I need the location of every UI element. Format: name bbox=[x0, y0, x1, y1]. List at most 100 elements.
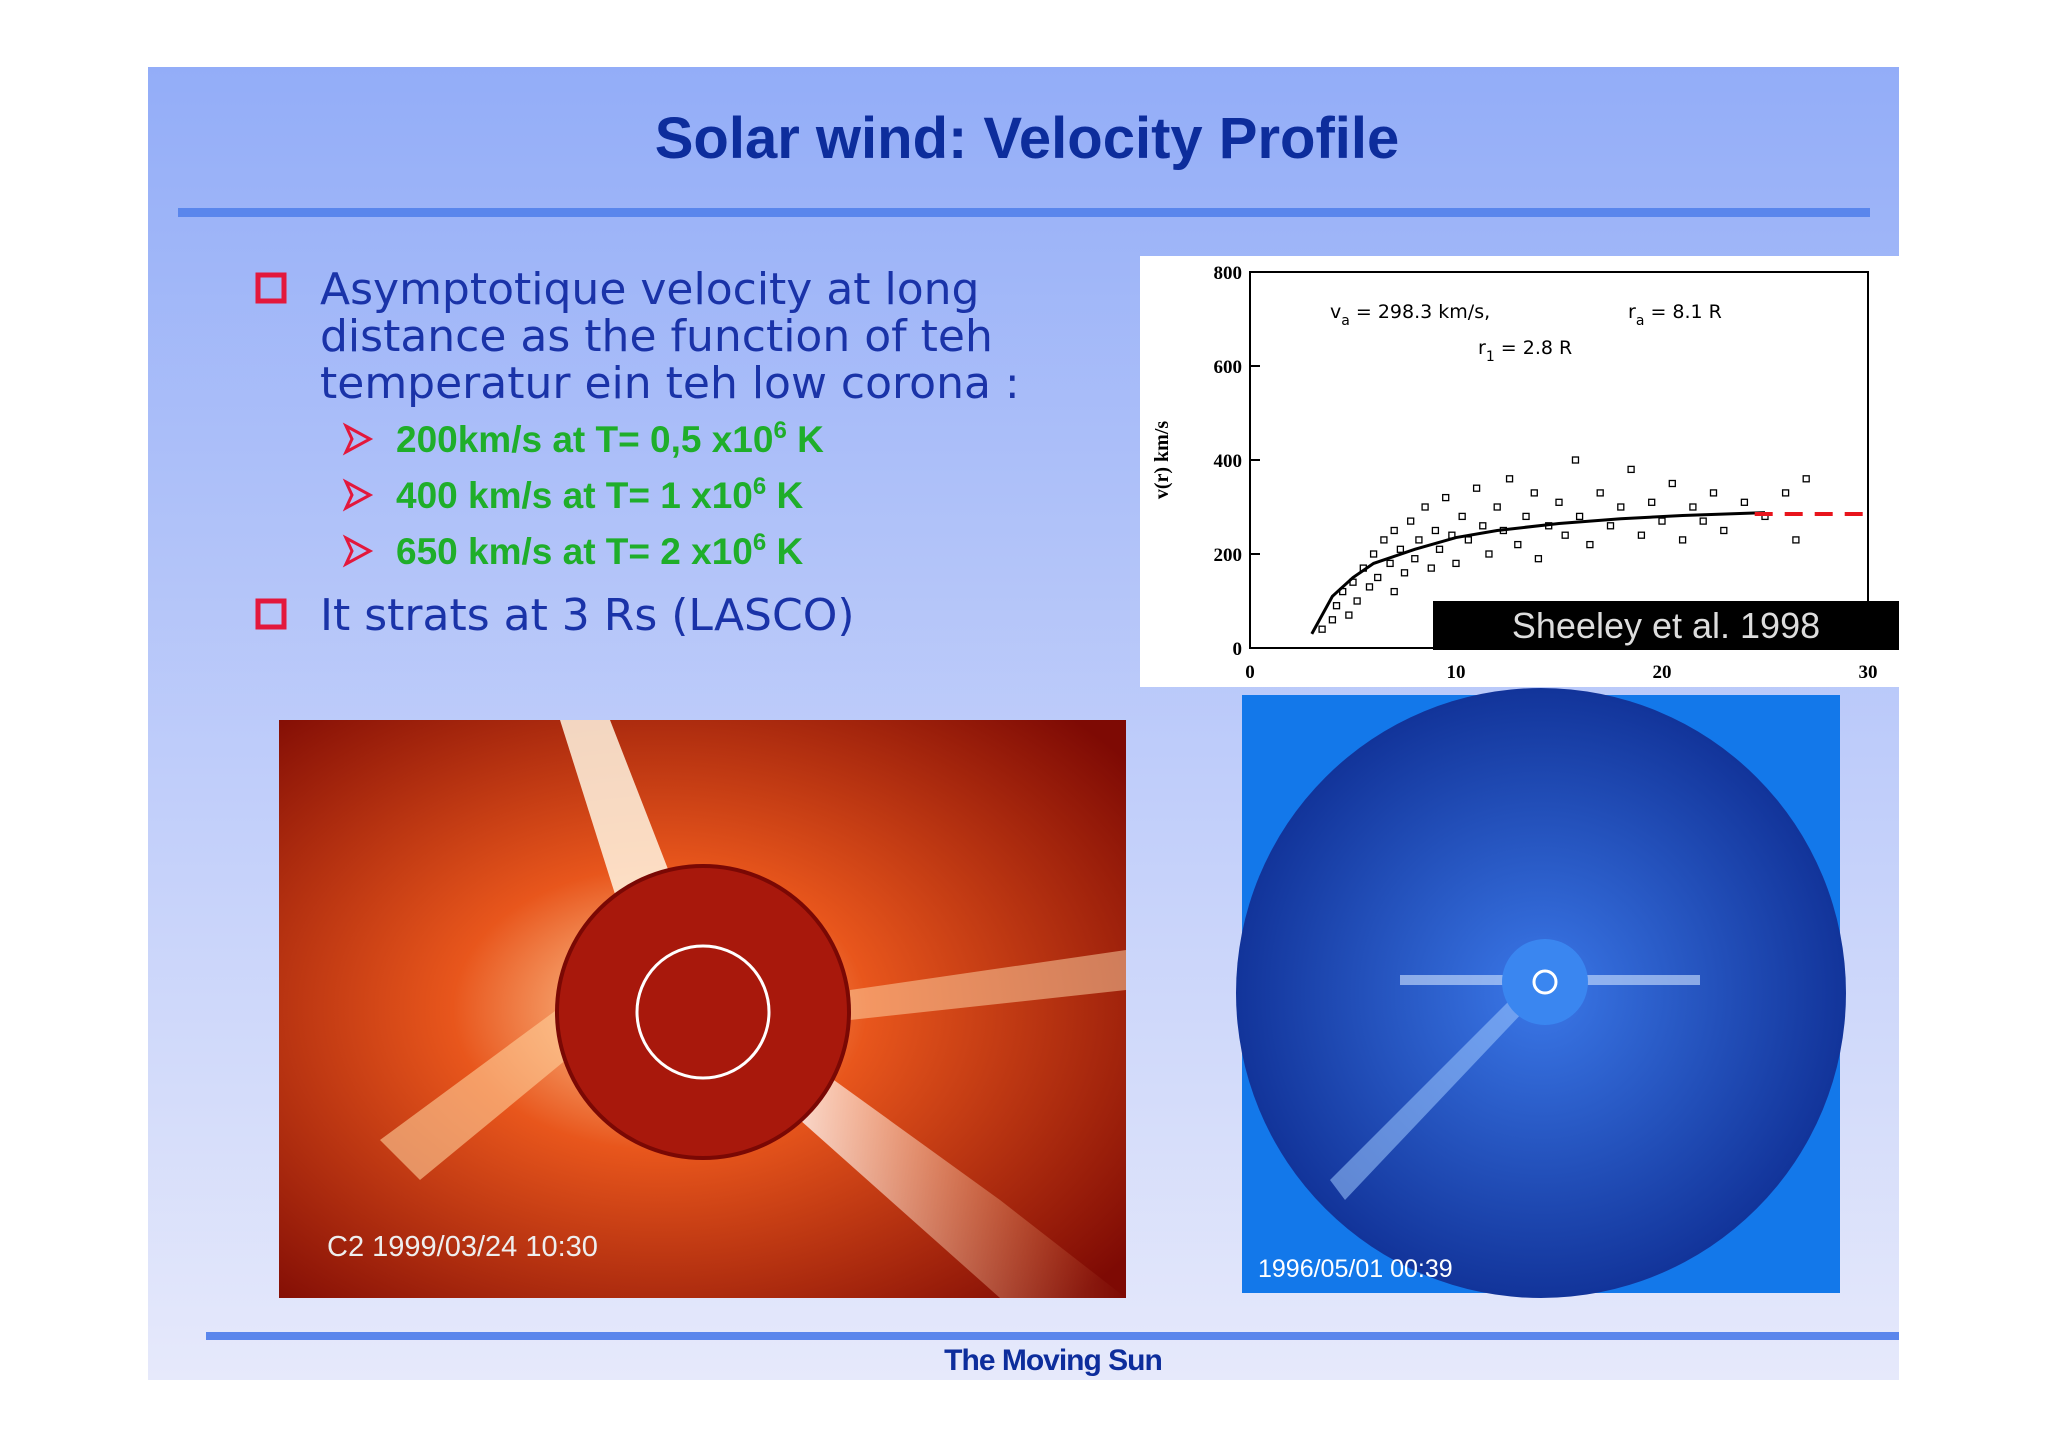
point bbox=[1699, 517, 1707, 525]
annotation-part: = 2.8 R bbox=[1495, 337, 1572, 359]
point bbox=[1606, 522, 1615, 530]
annotation: ra = 8.1 R bbox=[1628, 301, 1722, 329]
point bbox=[1575, 512, 1584, 521]
y-tick-label: 800 bbox=[1214, 263, 1243, 284]
point bbox=[1534, 555, 1543, 563]
y-tick-label: 200 bbox=[1214, 545, 1243, 566]
point bbox=[1369, 550, 1378, 558]
bullet-text: temperatur ein teh low corona : bbox=[320, 358, 1020, 409]
sub-bullet-part: K bbox=[766, 531, 803, 572]
point bbox=[1390, 526, 1398, 535]
point bbox=[1396, 545, 1405, 553]
point bbox=[1431, 526, 1440, 535]
point bbox=[1792, 536, 1800, 544]
superscript: 6 bbox=[773, 417, 786, 444]
sub-bullet-part: K bbox=[787, 419, 824, 460]
point bbox=[1411, 555, 1419, 563]
arrow-icon bbox=[342, 422, 374, 456]
cme bbox=[1330, 1000, 1525, 1200]
point bbox=[1458, 512, 1466, 521]
annotation-part: a bbox=[1636, 313, 1645, 329]
superscript: 6 bbox=[753, 529, 766, 556]
occulter bbox=[555, 864, 851, 1160]
sub-bullet-part: 650 km/s at T= 2 x10 bbox=[396, 531, 753, 572]
footer: The Moving Sun bbox=[944, 1344, 1162, 1377]
point bbox=[1668, 479, 1676, 488]
point bbox=[1390, 587, 1398, 596]
point bbox=[1740, 498, 1749, 506]
sub-bullet-part: 200km/s at T= 0,5 x10 bbox=[396, 419, 773, 460]
sub-bullet-part: 400 km/s at T= 1 x10 bbox=[396, 475, 753, 516]
streamer bbox=[380, 1000, 590, 1180]
point bbox=[1522, 512, 1530, 521]
title-rule bbox=[178, 208, 1870, 217]
y-tick-label: 400 bbox=[1214, 451, 1243, 472]
point bbox=[1586, 540, 1594, 549]
point bbox=[1400, 569, 1409, 577]
point bbox=[1427, 564, 1435, 572]
point bbox=[1353, 597, 1361, 605]
point bbox=[1571, 456, 1580, 464]
annotation: r1 = 2.8 R bbox=[1478, 337, 1572, 365]
y-tick-label: 600 bbox=[1214, 357, 1243, 378]
point bbox=[1596, 489, 1604, 497]
sun-limb bbox=[1532, 969, 1558, 995]
coronagraph-c2: C2 1999/03/24 10:30 bbox=[279, 720, 1126, 1298]
sub-bullet-text: 400 km/s at T= 1 x106 K bbox=[396, 473, 804, 516]
point bbox=[1648, 498, 1656, 506]
sub-bullet-part: K bbox=[766, 475, 803, 516]
point bbox=[1514, 540, 1522, 549]
point bbox=[1479, 522, 1487, 530]
title: Solar wind: Velocity Profile bbox=[655, 106, 1400, 171]
point bbox=[1689, 503, 1697, 511]
point bbox=[1328, 616, 1337, 624]
annotation-part: = 298.3 km/s, bbox=[1350, 301, 1490, 323]
x-tick-label: 0 bbox=[1245, 662, 1255, 683]
point bbox=[1380, 536, 1388, 544]
point bbox=[1421, 503, 1429, 511]
y-tick-label: 0 bbox=[1233, 639, 1243, 660]
bullet-icon bbox=[255, 272, 287, 304]
annotation-part: 1 bbox=[1486, 349, 1495, 365]
annotation: va = 298.3 km/s, bbox=[1330, 301, 1490, 329]
point bbox=[1345, 611, 1353, 619]
point bbox=[1318, 625, 1326, 633]
point bbox=[1407, 517, 1415, 525]
image-caption: C2 1999/03/24 10:30 bbox=[327, 1231, 598, 1263]
coronagraph-c3: 1996/05/01 00:39 bbox=[1236, 688, 1846, 1298]
arrow-icon bbox=[342, 534, 374, 568]
point bbox=[1637, 531, 1646, 539]
x-tick-label: 10 bbox=[1447, 662, 1466, 683]
point bbox=[1374, 573, 1382, 582]
point bbox=[1678, 536, 1687, 544]
image-caption: 1996/05/01 00:39 bbox=[1258, 1255, 1453, 1283]
x-tick-label: 30 bbox=[1859, 662, 1878, 683]
point bbox=[1472, 484, 1481, 492]
source-box bbox=[1433, 601, 1899, 650]
point bbox=[1781, 489, 1790, 497]
point bbox=[1493, 503, 1501, 511]
bullet-list: Asymptotique velocity at long distance a… bbox=[255, 264, 1020, 641]
annotation-part: a bbox=[1341, 313, 1350, 329]
sun-limb bbox=[635, 944, 771, 1080]
point bbox=[1442, 493, 1450, 502]
point bbox=[1561, 531, 1569, 539]
point bbox=[1485, 550, 1493, 558]
bullet-icon bbox=[255, 598, 287, 630]
point bbox=[1332, 602, 1341, 610]
annotation-part: v bbox=[1330, 301, 1341, 323]
point bbox=[1505, 475, 1514, 483]
point bbox=[1386, 559, 1394, 568]
occulter bbox=[1502, 939, 1588, 1025]
point bbox=[1617, 503, 1625, 511]
annotation-part: = 8.1 R bbox=[1644, 301, 1721, 323]
point bbox=[1555, 498, 1563, 506]
point bbox=[1802, 475, 1810, 483]
y-axis-label: v(r) km/s bbox=[1151, 421, 1173, 500]
point bbox=[1435, 545, 1444, 553]
bullet-text: It strats at 3 Rs (LASCO) bbox=[320, 590, 855, 641]
footer-rule bbox=[206, 1332, 1899, 1340]
point bbox=[1720, 526, 1728, 535]
